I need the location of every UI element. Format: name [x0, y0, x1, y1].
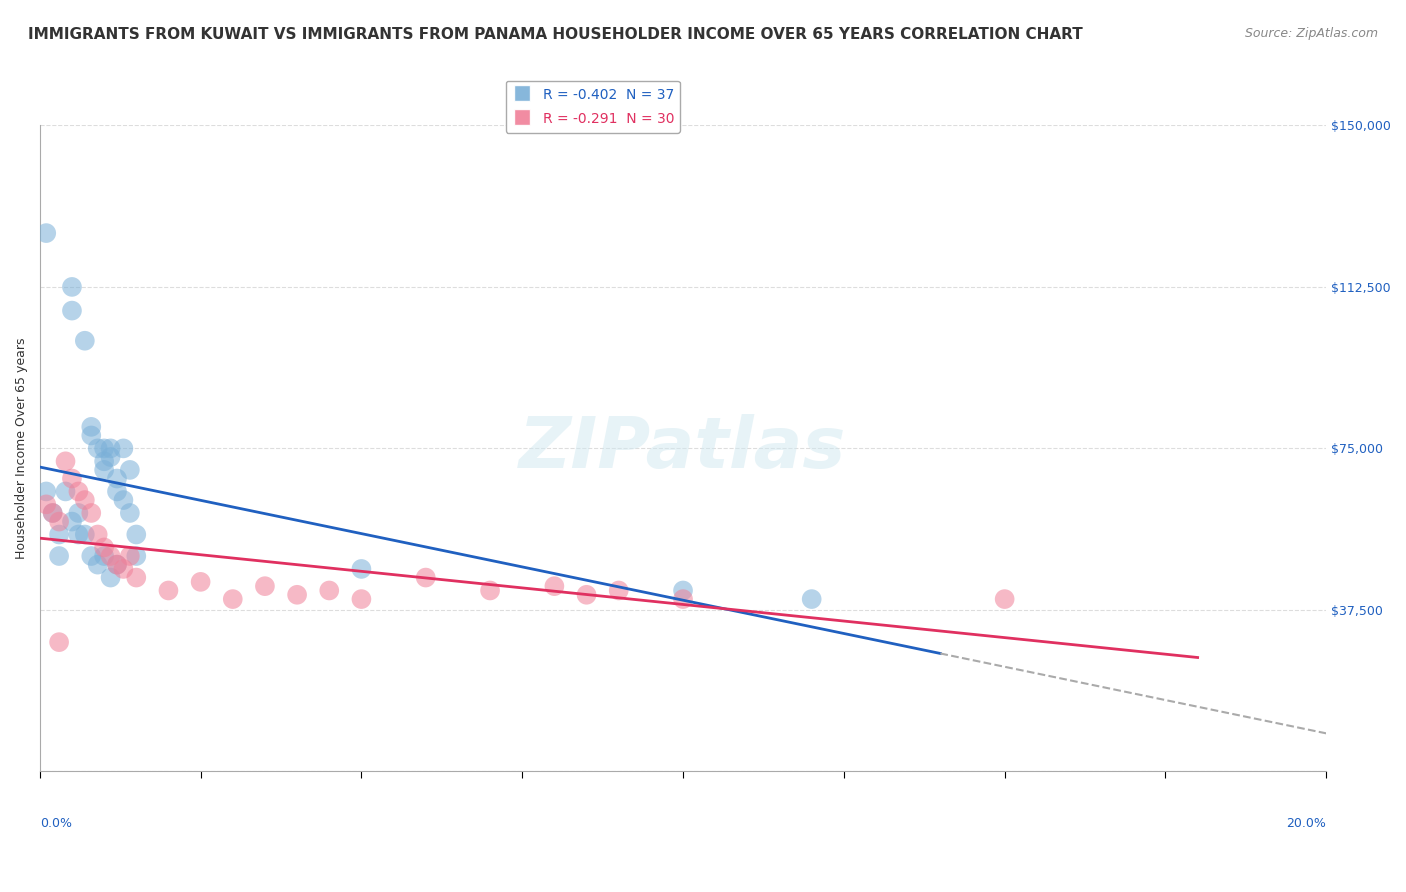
Point [60, 303, 83, 318]
Point [105, 558, 128, 572]
Point [80, 420, 103, 434]
Point [415, 570, 437, 584]
Point [350, 592, 373, 607]
Point [105, 471, 128, 485]
Point [112, 493, 135, 508]
Text: 0.0%: 0.0% [39, 816, 72, 830]
Point [190, 574, 212, 589]
Point [125, 527, 148, 541]
Point [125, 549, 148, 563]
Point [55, 484, 77, 499]
Point [80, 428, 103, 442]
Point [93, 442, 115, 456]
Point [48, 515, 70, 529]
Point [93, 463, 115, 477]
Point [86, 442, 108, 456]
Point [73, 334, 96, 348]
Point [157, 583, 180, 598]
Point [100, 442, 122, 456]
Point [67, 484, 90, 499]
Legend: R = -0.402  N = 37, R = -0.291  N = 30: R = -0.402 N = 37, R = -0.291 N = 30 [506, 80, 681, 133]
Point [55, 454, 77, 468]
Point [350, 562, 373, 576]
Point [80, 549, 103, 563]
Point [479, 583, 502, 598]
Point [60, 471, 83, 485]
Point [318, 583, 340, 598]
Point [93, 549, 115, 563]
Point [41, 506, 63, 520]
Point [118, 463, 141, 477]
Point [994, 592, 1017, 607]
Text: Source: ZipAtlas.com: Source: ZipAtlas.com [1244, 27, 1378, 40]
Point [125, 570, 148, 584]
Y-axis label: Householder Income Over 65 years: Householder Income Over 65 years [15, 338, 28, 559]
Point [48, 549, 70, 563]
Point [35, 226, 58, 240]
Point [48, 635, 70, 649]
Point [86, 558, 108, 572]
Point [672, 592, 695, 607]
Point [112, 442, 135, 456]
Point [80, 506, 103, 520]
Point [253, 579, 276, 593]
Point [35, 497, 58, 511]
Point [672, 583, 695, 598]
Point [35, 484, 58, 499]
Point [41, 506, 63, 520]
Point [73, 493, 96, 508]
Point [93, 541, 115, 555]
Point [607, 583, 630, 598]
Point [48, 527, 70, 541]
Point [100, 570, 122, 584]
Text: 20.0%: 20.0% [1286, 816, 1326, 830]
Point [105, 558, 128, 572]
Point [60, 515, 83, 529]
Point [118, 549, 141, 563]
Point [222, 592, 245, 607]
Point [118, 506, 141, 520]
Point [285, 588, 308, 602]
Point [73, 527, 96, 541]
Point [100, 549, 122, 563]
Point [67, 527, 90, 541]
Point [60, 280, 83, 294]
Text: ZIPatlas: ZIPatlas [519, 414, 846, 483]
Point [67, 506, 90, 520]
Point [800, 592, 823, 607]
Point [112, 562, 135, 576]
Point [100, 450, 122, 464]
Point [105, 484, 128, 499]
Text: IMMIGRANTS FROM KUWAIT VS IMMIGRANTS FROM PANAMA HOUSEHOLDER INCOME OVER 65 YEAR: IMMIGRANTS FROM KUWAIT VS IMMIGRANTS FRO… [28, 27, 1083, 42]
Point [93, 454, 115, 468]
Point [543, 579, 565, 593]
Point [575, 588, 598, 602]
Point [86, 527, 108, 541]
